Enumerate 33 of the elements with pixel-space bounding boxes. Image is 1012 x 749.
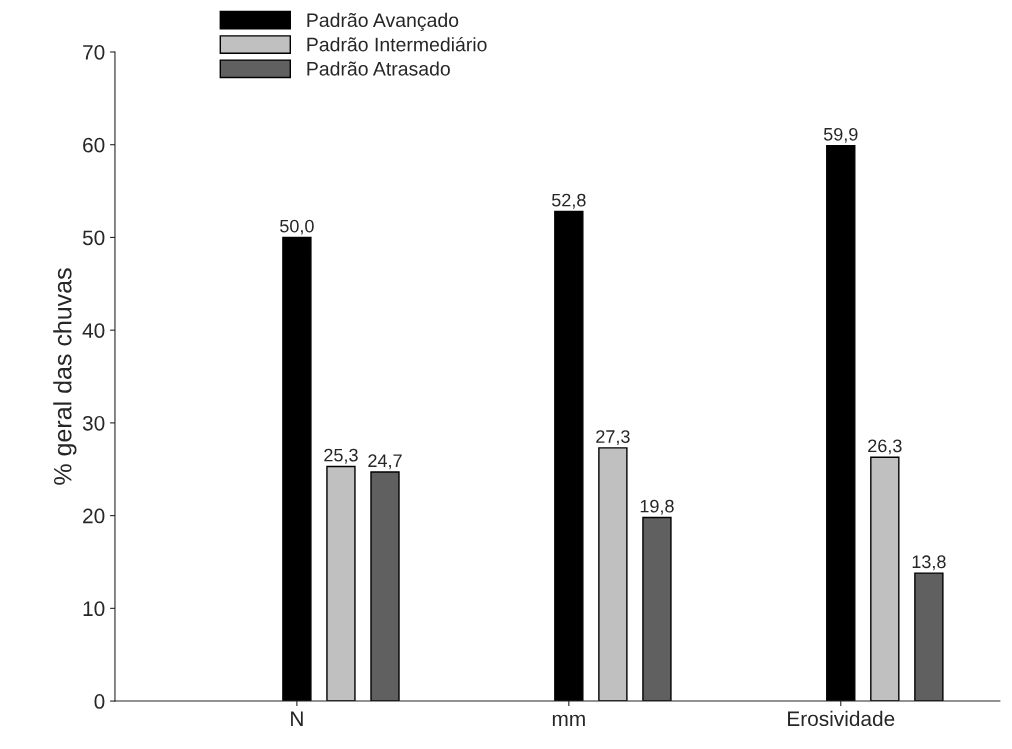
legend-label: Padrão Intermediário [307,36,487,52]
bar [914,572,944,702]
y-tick-label: 0 [94,694,105,709]
legend-label: Padrão Atrasado [307,61,450,76]
data-label: 27,3 [596,430,630,446]
y-tick-label: 10 [83,601,105,617]
bar [326,465,356,702]
x-tick-label: N [291,711,303,726]
x-tick-label: Erosividade [788,710,895,727]
y-tick-label: 20 [83,508,105,524]
y-tick-label: 50 [82,230,105,246]
y-tick-label: 60 [83,137,105,153]
bar [282,236,312,702]
data-label: 19,8 [640,499,674,515]
y-axis-title: % geral das chuvas [53,268,77,485]
bar [554,210,584,702]
legend-label: Padrão Avançado [307,12,459,31]
data-label: 25,3 [324,448,358,464]
data-label: 52,8 [551,193,586,209]
y-tick-label: 70 [83,44,105,60]
data-label: 13,8 [912,555,946,571]
bar [870,456,900,702]
bar [598,447,628,702]
bar [642,516,672,702]
y-tick-label: 40 [82,323,105,338]
bar [826,144,856,702]
bar [370,471,400,702]
data-label: 26,3 [868,439,902,455]
data-label: 59,9 [823,127,858,143]
data-label: 24,7 [368,454,402,470]
x-tick-label: mm [552,714,585,726]
y-tick-label: 30 [82,415,105,431]
data-label: 50,0 [280,219,314,235]
